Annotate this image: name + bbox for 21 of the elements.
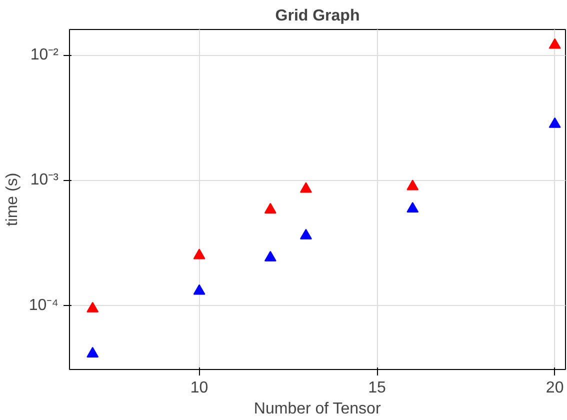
y-tick-label: 10⁻⁴ [28, 296, 59, 314]
point [300, 182, 312, 193]
point [86, 302, 99, 312]
y-tick-label: 10⁻³ [30, 172, 60, 189]
point [300, 228, 312, 240]
point [406, 202, 419, 213]
y-tick-label: 10⁻² [30, 46, 60, 64]
point [548, 117, 561, 128]
point [86, 346, 99, 358]
chart-title: Grid Graph [275, 8, 360, 24]
x-tick-label: 15 [368, 380, 386, 396]
x-axis-title: Number of Tensor [254, 400, 382, 418]
point [548, 38, 561, 49]
x-tick-label: 10 [190, 380, 208, 396]
point [193, 248, 206, 260]
point [193, 284, 206, 295]
point [264, 202, 276, 214]
y-axis-title: time (s) [4, 172, 21, 226]
point [264, 250, 276, 262]
point [406, 180, 419, 190]
x-tick-label: 20 [546, 380, 564, 396]
